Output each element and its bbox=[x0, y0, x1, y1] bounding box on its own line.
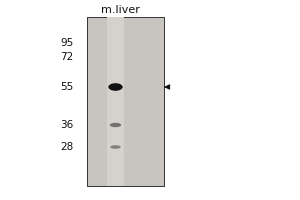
Text: 36: 36 bbox=[60, 120, 74, 130]
Text: 28: 28 bbox=[60, 142, 74, 152]
Text: 95: 95 bbox=[60, 38, 74, 48]
Text: 55: 55 bbox=[60, 82, 74, 92]
Bar bbox=[87, 17, 164, 186]
Ellipse shape bbox=[110, 145, 121, 149]
Text: m.liver: m.liver bbox=[100, 5, 140, 15]
Text: 72: 72 bbox=[60, 52, 74, 62]
Bar bbox=[107, 17, 124, 186]
Polygon shape bbox=[164, 84, 170, 90]
Ellipse shape bbox=[108, 83, 123, 91]
Ellipse shape bbox=[110, 123, 121, 127]
